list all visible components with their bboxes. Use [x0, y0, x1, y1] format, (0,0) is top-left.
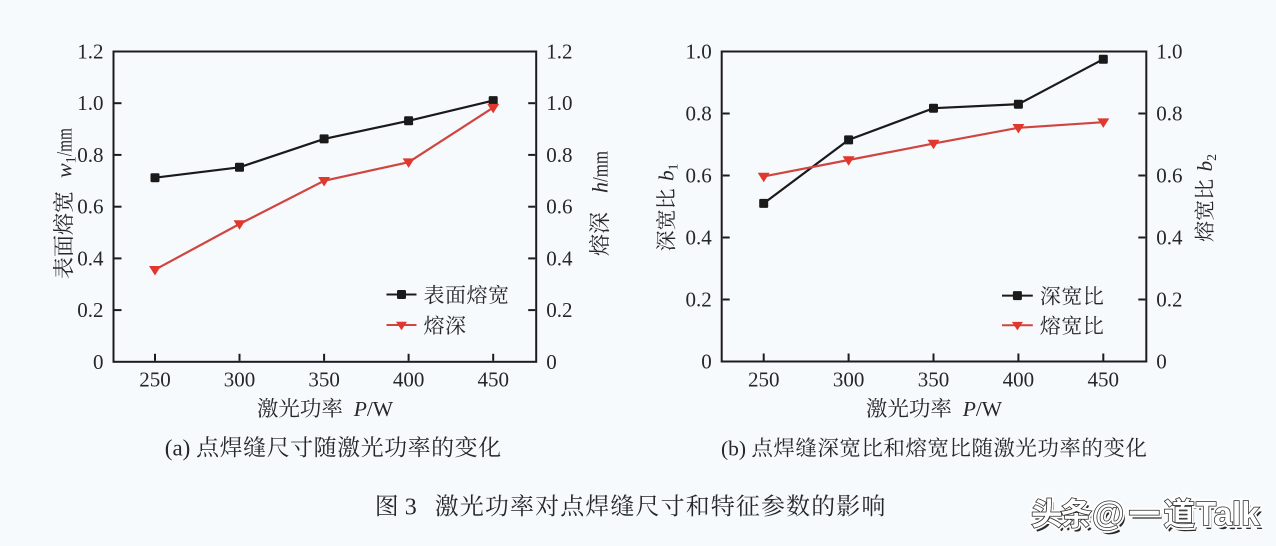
svg-text:0.4: 0.4 [77, 246, 104, 270]
svg-text:450: 450 [477, 368, 509, 392]
svg-text:1.2: 1.2 [77, 40, 103, 64]
svg-text:250: 250 [139, 368, 171, 392]
svg-text:0.4: 0.4 [546, 246, 573, 270]
svg-text:0: 0 [93, 350, 104, 374]
svg-text:0.6: 0.6 [77, 195, 103, 219]
svg-text:(b): (b) [721, 437, 746, 461]
svg-text:300: 300 [833, 368, 865, 392]
svg-text:350: 350 [308, 368, 340, 392]
svg-text:1.0: 1.0 [77, 91, 103, 115]
svg-text:3: 3 [405, 495, 417, 521]
svg-text:400: 400 [1003, 368, 1035, 392]
svg-text:b2: b2 [1193, 154, 1219, 172]
svg-text:@: @ [1092, 495, 1124, 532]
svg-text:0.8: 0.8 [77, 143, 103, 167]
svg-text:1.0: 1.0 [546, 91, 572, 115]
svg-text:Talk: Talk [1196, 495, 1260, 532]
svg-text:0.6: 0.6 [1156, 164, 1182, 188]
svg-text:0: 0 [1156, 350, 1167, 374]
svg-text:h/mm: h/mm [587, 151, 612, 193]
svg-text:0.2: 0.2 [1156, 288, 1182, 312]
svg-text:Talk: Talk [1199, 499, 1263, 536]
svg-text:250: 250 [748, 368, 780, 392]
svg-text:0.6: 0.6 [546, 195, 572, 219]
svg-text:450: 450 [1088, 368, 1120, 392]
svg-text:0.4: 0.4 [1156, 226, 1183, 250]
svg-text:400: 400 [393, 368, 425, 392]
svg-text:1.2: 1.2 [546, 40, 572, 64]
svg-text:@: @ [1092, 495, 1124, 532]
svg-text:0: 0 [701, 350, 712, 374]
svg-text:(a): (a) [165, 436, 191, 461]
svg-text:0: 0 [546, 350, 557, 374]
svg-text:b1: b1 [655, 163, 681, 181]
svg-text:1.0: 1.0 [685, 40, 711, 64]
svg-text:0.6: 0.6 [685, 164, 711, 188]
svg-text:350: 350 [918, 368, 950, 392]
svg-text:0.8: 0.8 [546, 143, 572, 167]
svg-text:w1/mm: w1/mm [51, 128, 79, 178]
svg-text:1.0: 1.0 [1156, 40, 1182, 64]
svg-text:@: @ [1095, 499, 1127, 536]
svg-text:Talk: Talk [1196, 495, 1260, 532]
svg-text:P/W: P/W [962, 397, 1003, 421]
svg-text:P/W: P/W [353, 397, 394, 421]
svg-text:0.4: 0.4 [685, 226, 712, 250]
svg-text:0.2: 0.2 [685, 288, 711, 312]
svg-text:0.2: 0.2 [546, 298, 572, 322]
svg-text:0.8: 0.8 [685, 102, 711, 126]
svg-text:300: 300 [224, 368, 256, 392]
svg-text:0.8: 0.8 [1156, 102, 1182, 126]
svg-text:0.2: 0.2 [77, 298, 103, 322]
